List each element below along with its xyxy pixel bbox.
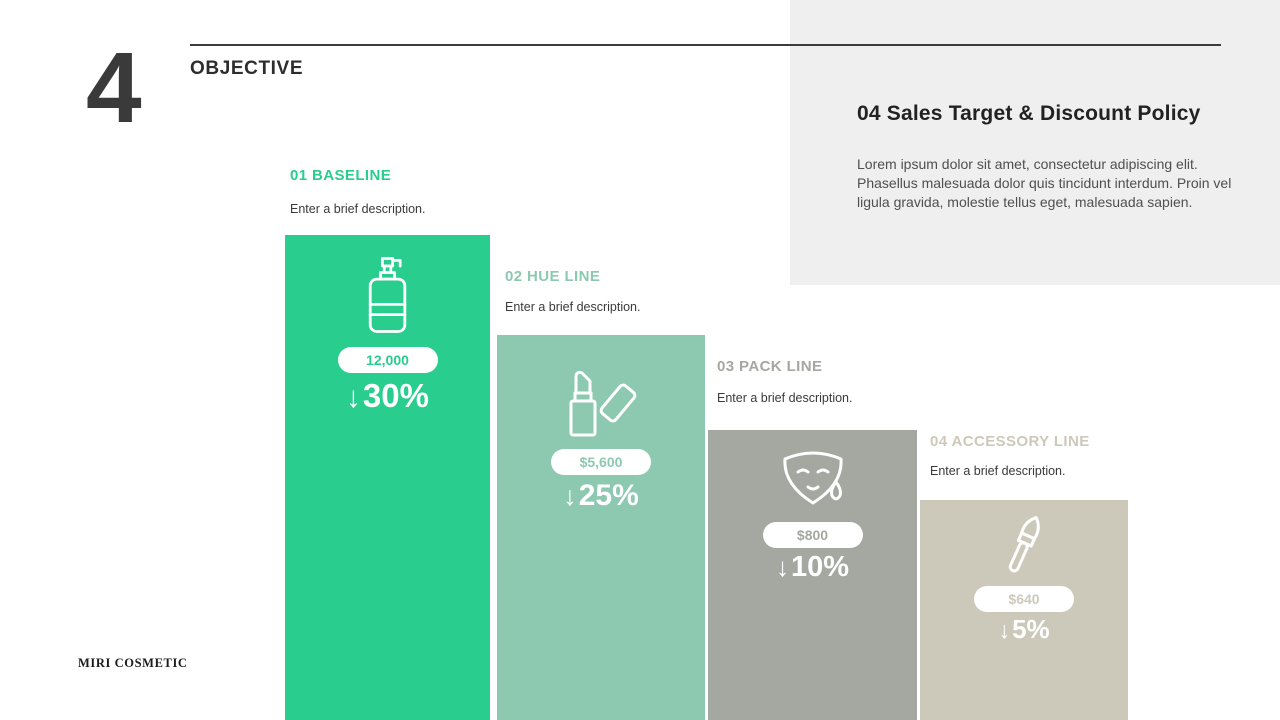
column-label-pack-line: 03 PACK LINE <box>717 358 823 375</box>
bar-accessory-line: $640 ↓ 5% <box>920 500 1128 720</box>
discount-pack-line: ↓ 10% <box>776 551 849 584</box>
down-arrow-icon: ↓ <box>998 617 1011 643</box>
column-description-accessory-line: Enter a brief description. <box>930 464 1066 478</box>
value-pill-pack-line: $800 <box>762 522 863 548</box>
header-divider-line <box>190 44 1221 46</box>
cosmetic-brush-icon <box>995 512 1053 578</box>
column-label-accessory-line: 04 ACCESSORY LINE <box>930 433 1090 450</box>
column-label-baseline: 01 BASELINE <box>290 167 392 184</box>
discount-hue-line: ↓ 25% <box>563 479 639 513</box>
column-label-hue-line: 02 HUE LINE <box>505 268 601 285</box>
discount-accessory-line: ↓ 5% <box>998 614 1049 645</box>
panel-body-text: Lorem ipsum dolor sit amet, consectetur … <box>857 156 1232 211</box>
discount-value-accessory-line: 5% <box>1012 614 1050 644</box>
info-panel: 04 Sales Target & Discount Policy Lorem … <box>790 0 1280 285</box>
bar-hue-line: $5,600 ↓ 25% <box>497 335 705 720</box>
section-number: 4 <box>86 32 142 144</box>
bar-pack-line: $800 ↓ 10% <box>708 430 917 720</box>
discount-value-pack-line: 10% <box>791 551 850 583</box>
panel-title: 04 Sales Target & Discount Policy <box>857 102 1201 125</box>
down-arrow-icon: ↓ <box>346 381 361 414</box>
column-description-pack-line: Enter a brief description. <box>717 391 853 405</box>
discount-value-baseline: 30% <box>362 377 429 414</box>
face-mask-icon <box>776 446 850 510</box>
pump-bottle-icon <box>359 255 417 335</box>
brand-footer: MIRI COSMETIC <box>78 656 188 670</box>
down-arrow-icon: ↓ <box>563 481 577 511</box>
value-pill-baseline: 12,000 <box>337 347 438 373</box>
section-heading: OBJECTIVE <box>190 58 304 79</box>
down-arrow-icon: ↓ <box>775 552 789 582</box>
value-pill-hue-line: $5,600 <box>551 449 651 475</box>
value-pill-accessory-line: $640 <box>974 586 1074 612</box>
lipstick-icon <box>563 359 639 439</box>
column-description-hue-line: Enter a brief description. <box>505 300 641 314</box>
bar-baseline: 12,000 ↓ 30% <box>285 235 490 720</box>
column-description-baseline: Enter a brief description. <box>290 202 426 216</box>
discount-value-hue-line: 25% <box>578 479 639 512</box>
discount-baseline: ↓ 30% <box>346 377 429 415</box>
